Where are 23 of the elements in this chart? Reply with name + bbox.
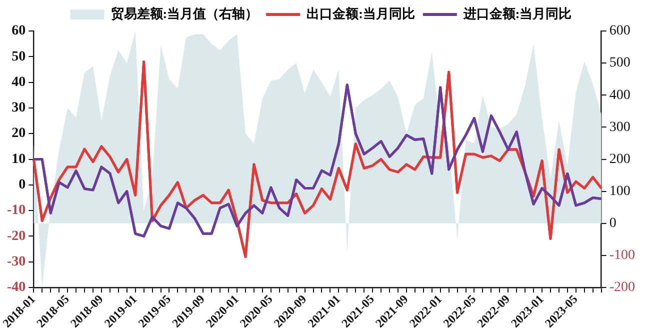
y-tick-label: -40 [6,280,26,296]
y2-tick-label: -100 [609,248,636,264]
y2-tick-label: 0 [609,216,616,232]
legend-label: 进口金额:当月同比 [462,6,572,21]
y-tick-label: 40 [12,74,26,90]
y-tick-label: 20 [12,126,26,142]
y2-tick-label: 100 [609,184,630,200]
y2-tick-label: 300 [609,120,630,135]
y-tick-label: 50 [12,49,26,64]
y-tick-label: 10 [12,152,26,167]
y-tick-label: 0 [18,178,26,193]
y2-tick-label: 500 [609,56,630,71]
legend-label: 出口金额:当月同比 [306,6,415,21]
y2-tick-label: 600 [609,24,630,39]
y-tick-label: 30 [12,100,26,116]
y2-tick-label: 400 [609,88,630,103]
y-tick-label: -20 [6,228,26,244]
y2-tick-label: -200 [609,280,636,296]
y-tick-label: -30 [6,254,26,270]
y-tick-label: 60 [12,24,26,39]
y-tick-label: -10 [6,203,26,218]
legend-label: 贸易差额:当月值（右轴） [110,6,258,21]
y2-tick-label: 200 [609,152,630,167]
